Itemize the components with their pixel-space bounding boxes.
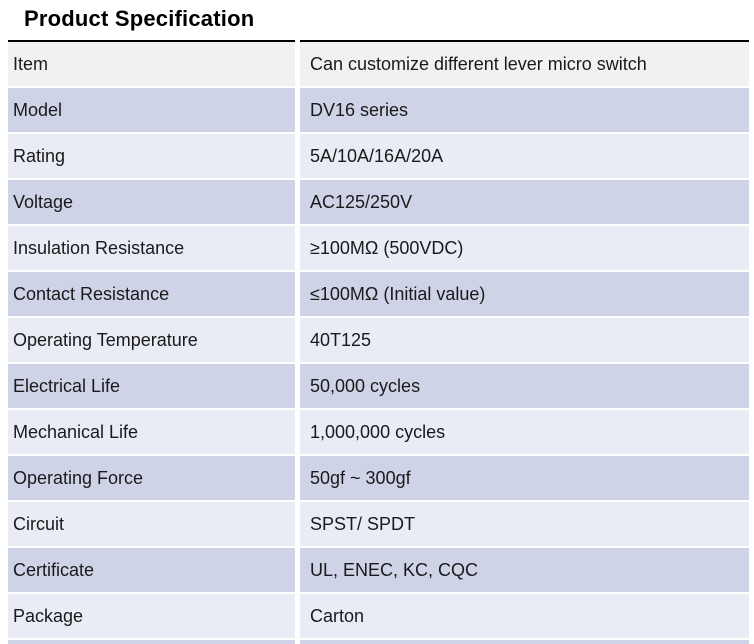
item-cell: Mechanical Life bbox=[8, 410, 295, 454]
value-cell: 1,000,000 cycles bbox=[300, 410, 749, 454]
table-row-circuit: Circuit SPST/ SPDT bbox=[8, 502, 749, 546]
item-cell: Model bbox=[8, 88, 295, 132]
table-row-voltage: Voltage AC125/250V bbox=[8, 180, 749, 224]
table-row-operating-force: Operating Force 50gf ~ 300gf bbox=[8, 456, 749, 500]
item-cell: Rating bbox=[8, 134, 295, 178]
table-row-insulation-resistance: Insulation Resistance ≥100MΩ (500VDC) bbox=[8, 226, 749, 270]
spec-table: Item Can customize different lever micro… bbox=[8, 40, 749, 644]
item-cell: Circuit bbox=[8, 502, 295, 546]
value-cell: Carton bbox=[300, 594, 749, 638]
item-cell: Operating Force bbox=[8, 456, 295, 500]
value-cell: ≤100MΩ (Initial value) bbox=[300, 272, 749, 316]
value-cell: DV16 series bbox=[300, 88, 749, 132]
item-cell: Operating Temperature bbox=[8, 318, 295, 362]
item-cell bbox=[8, 640, 295, 644]
value-cell: 50,000 cycles bbox=[300, 364, 749, 408]
table-row-contact-resistance: Contact Resistance ≤100MΩ (Initial value… bbox=[8, 272, 749, 316]
value-cell: AC125/250V bbox=[300, 180, 749, 224]
table-row-certificate: Certificate UL, ENEC, KC, CQC bbox=[8, 548, 749, 592]
value-cell: SPST/ SPDT bbox=[300, 502, 749, 546]
item-cell: Certificate bbox=[8, 548, 295, 592]
value-cell: 5A/10A/16A/20A bbox=[300, 134, 749, 178]
value-cell: 50gf ~ 300gf bbox=[300, 456, 749, 500]
value-cell bbox=[300, 640, 749, 644]
item-cell: Voltage bbox=[8, 180, 295, 224]
value-cell: ≥100MΩ (500VDC) bbox=[300, 226, 749, 270]
value-cell: Can customize different lever micro swit… bbox=[300, 40, 749, 86]
item-cell: Contact Resistance bbox=[8, 272, 295, 316]
table-row-mechanical-life: Mechanical Life 1,000,000 cycles bbox=[8, 410, 749, 454]
item-cell: Item bbox=[8, 40, 295, 86]
value-cell: 40T125 bbox=[300, 318, 749, 362]
item-cell: Insulation Resistance bbox=[8, 226, 295, 270]
item-cell: Package bbox=[8, 594, 295, 638]
table-row-operating-temperature: Operating Temperature 40T125 bbox=[8, 318, 749, 362]
table-row-model: Model DV16 series bbox=[8, 88, 749, 132]
value-cell: UL, ENEC, KC, CQC bbox=[300, 548, 749, 592]
table-row-package: Package Carton bbox=[8, 594, 749, 638]
table-row-electrical-life: Electrical Life 50,000 cycles bbox=[8, 364, 749, 408]
table-row-item: Item Can customize different lever micro… bbox=[8, 40, 749, 86]
table-row-rating: Rating 5A/10A/16A/20A bbox=[8, 134, 749, 178]
item-cell: Electrical Life bbox=[8, 364, 295, 408]
page-title: Product Specification bbox=[24, 6, 255, 31]
table-row-partial bbox=[8, 640, 749, 644]
